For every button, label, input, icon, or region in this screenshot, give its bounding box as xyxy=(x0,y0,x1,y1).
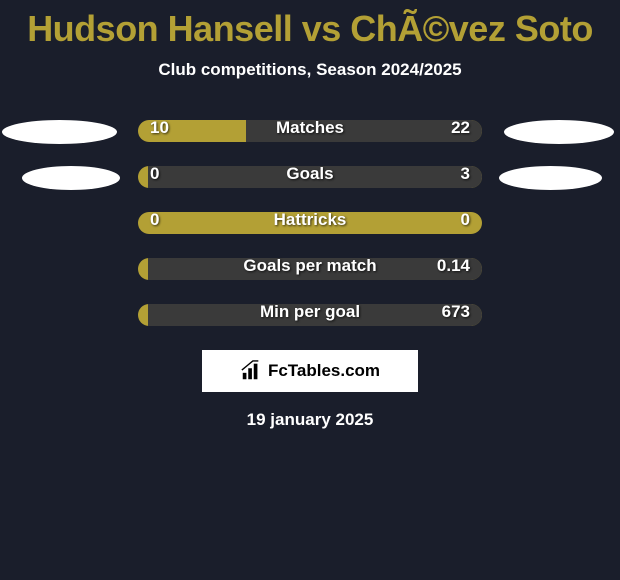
stat-row: Min per goal673 xyxy=(0,292,620,338)
stat-row: Hattricks0 0 xyxy=(0,200,620,246)
date-text: 19 january 2025 xyxy=(0,410,620,430)
stat-value-right: 673 xyxy=(442,302,470,322)
page-title: Hudson Hansell vs ChÃ©vez Soto xyxy=(0,8,620,50)
brand-box: FcTables.com xyxy=(202,350,418,392)
stats-area: Matches1022Goals03Hattricks00Goals per m… xyxy=(0,108,620,338)
stat-value-left: 10 xyxy=(150,118,169,138)
stat-value-right: 3 xyxy=(461,164,470,184)
stat-label: Matches xyxy=(138,118,482,138)
stat-label: Goals per match xyxy=(138,256,482,276)
stat-bar: Min per goal673 xyxy=(138,304,482,326)
brand-text: FcTables.com xyxy=(268,361,380,381)
stat-row: Goals0 3 xyxy=(0,154,620,200)
stat-value-left: 0 xyxy=(150,164,159,184)
stat-bar: Goals per match0.14 xyxy=(138,258,482,280)
stat-row: Matches10 22 xyxy=(0,108,620,154)
stat-bar: Matches10 22 xyxy=(138,120,482,142)
stat-bar: Goals0 3 xyxy=(138,166,482,188)
stat-label: Hattricks xyxy=(138,210,482,230)
stat-row: Goals per match0.14 xyxy=(0,246,620,292)
stat-rows: Matches1022Goals03Hattricks00Goals per m… xyxy=(0,108,620,338)
stat-value-left: 0 xyxy=(150,210,159,230)
stat-label: Goals xyxy=(138,164,482,184)
stat-bar: Hattricks0 0 xyxy=(138,212,482,234)
bar-chart-icon xyxy=(240,360,262,382)
stat-value-right: 0.14 xyxy=(437,256,470,276)
stat-value-right: 22 xyxy=(451,118,470,138)
stat-label: Min per goal xyxy=(138,302,482,322)
subtitle: Club competitions, Season 2024/2025 xyxy=(0,60,620,80)
stat-value-right: 0 xyxy=(461,210,470,230)
infographic-container: Hudson Hansell vs ChÃ©vez Soto Club comp… xyxy=(0,0,620,430)
